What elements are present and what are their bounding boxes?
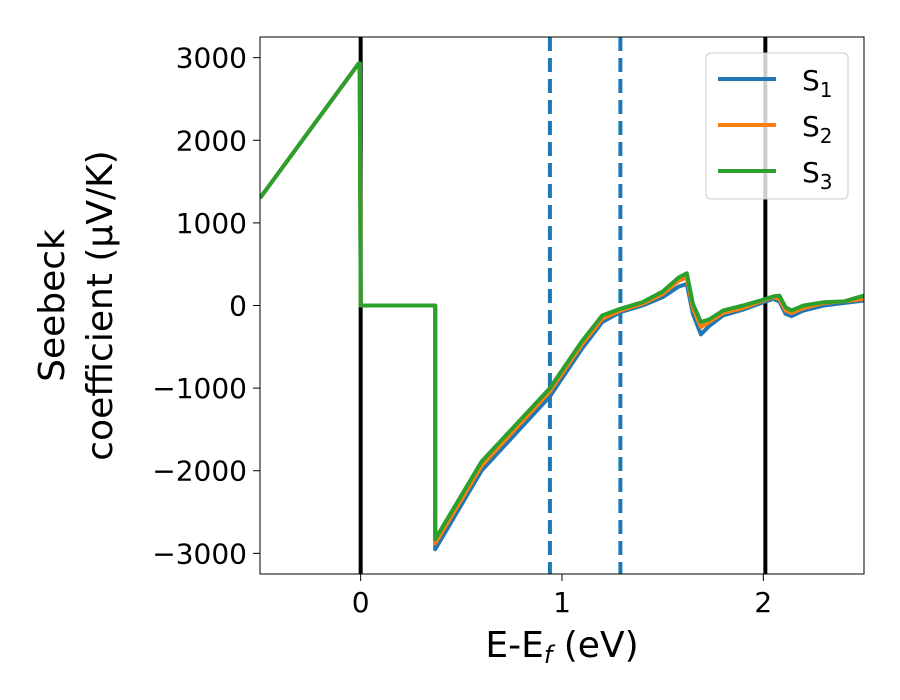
y-axis: −3000 −2000 −1000 0 1000 2000 3000 xyxy=(152,42,260,570)
x-tick-label: 1 xyxy=(553,586,571,619)
y-axis-title: Seebeck coefficient (μV/K) xyxy=(32,150,121,460)
y-tick-label: 2000 xyxy=(176,124,247,157)
x-axis-title-main: E-E xyxy=(485,625,543,666)
series-line-3 xyxy=(260,61,864,542)
x-tick-label: 0 xyxy=(352,586,370,619)
y-tick-label: −3000 xyxy=(152,537,247,570)
legend-label-1: S1 xyxy=(802,64,833,102)
legend-label-3: S3 xyxy=(802,156,833,194)
x-tick-label: 2 xyxy=(754,586,772,619)
y-axis-title-line1: Seebeck xyxy=(32,229,73,382)
legend-label-2: S2 xyxy=(802,110,833,148)
y-tick-label: −2000 xyxy=(152,455,247,488)
y-tick-label: 3000 xyxy=(176,42,247,75)
x-axis-title: E-Ef (eV) xyxy=(485,625,638,669)
x-axis: 0 1 2 xyxy=(352,574,772,619)
y-tick-label: −1000 xyxy=(152,372,247,405)
y-axis-title-line2: coefficient (μV/K) xyxy=(80,150,121,460)
x-axis-title-unit: (eV) xyxy=(552,625,638,666)
y-tick-label: 0 xyxy=(229,290,247,323)
y-tick-label: 1000 xyxy=(176,207,247,240)
legend: S1 S2 S3 xyxy=(705,52,849,200)
series-lines xyxy=(260,61,864,552)
legend-box xyxy=(705,52,849,200)
